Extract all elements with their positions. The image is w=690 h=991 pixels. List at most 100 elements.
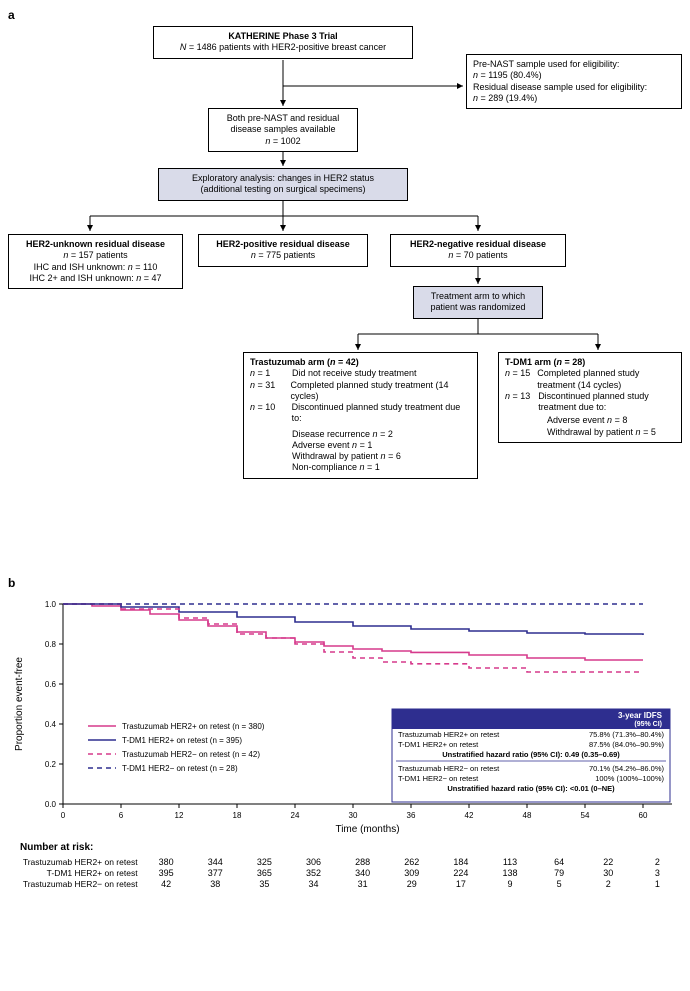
flow-both-l3: = 1002 [270,136,300,146]
flow-neg-p: = 70 patients [453,250,507,260]
flow-tras-d4: Non-compliance n = 1 [292,462,380,472]
risk-cell: 377 [191,868,240,878]
risk-cell: 2 [633,857,682,867]
svg-text:18: 18 [233,811,242,820]
flow-tdm1-r2b: Discontinued planned study treatment due… [538,391,675,414]
risk-cell: 224 [436,868,485,878]
svg-text:60: 60 [639,811,648,820]
flow-both-l2: disease samples available [230,124,335,134]
risk-cell: 5 [535,879,584,889]
flow-unk-b: IHC 2+ and ISH unknown: n = 47 [29,273,161,283]
risk-cell: 1 [633,879,682,889]
flow-unk-t: HER2-unknown residual disease [26,239,165,249]
flow-tras-d1: Disease recurrence n = 2 [292,429,393,439]
svg-text:0.2: 0.2 [45,760,57,769]
risk-cell: 352 [289,868,338,878]
risk-cell: 29 [387,879,436,889]
flow-tdm1-title: T-DM1 arm (n = 28) [505,357,585,367]
svg-text:0.6: 0.6 [45,680,57,689]
risk-cell: 365 [240,868,289,878]
risk-cell: 395 [142,868,191,878]
flow-pos-t: HER2-positive residual disease [216,239,350,249]
svg-text:T-DM1 HER2+ on retest (n = 395: T-DM1 HER2+ on retest (n = 395) [122,736,242,745]
risk-row-label: T-DM1 HER2+ on retest [8,868,142,878]
flow-tras-r1b: Did not receive study treatment [292,368,417,379]
flow-unk-p: = 157 patients [68,250,127,260]
risk-cell: 306 [289,857,338,867]
svg-text:48: 48 [523,811,532,820]
risk-row-label: Trastuzumab HER2− on retest [8,879,142,889]
risk-cell: 113 [485,857,534,867]
svg-text:87.5% (84.0%–90.9%): 87.5% (84.0%–90.9%) [589,740,665,749]
svg-text:Proportion event-free: Proportion event-free [14,657,25,751]
flow-unk-a: IHC and ISH unknown: n = 110 [34,262,158,272]
flow-expl-l1: Exploratory analysis: changes in HER2 st… [192,173,374,183]
svg-text:70.1% (54.2%–86.0%): 70.1% (54.2%–86.0%) [589,764,665,773]
risk-cell: 30 [584,868,633,878]
risk-cell: 380 [142,857,191,867]
svg-text:0: 0 [61,811,66,820]
svg-text:Unstratified hazard ratio (95%: Unstratified hazard ratio (95% CI): <0.0… [447,784,615,793]
svg-text:T-DM1 HER2+ on retest: T-DM1 HER2+ on retest [398,740,479,749]
km-plot: 0.00.20.40.60.81.006121824303642485460Ti… [8,596,682,836]
flow-rand-l1: Treatment arm to which [431,291,525,301]
svg-text:3-year IDFS: 3-year IDFS [618,711,663,720]
flow-pos-p: = 775 patients [256,250,315,260]
flow-rand: Treatment arm to which patient was rando… [413,286,543,319]
flow-rand-l2: patient was randomized [430,302,525,312]
svg-text:(95% CI): (95% CI) [634,721,662,728]
risk-cell: 309 [387,868,436,878]
svg-text:Unstratified hazard ratio (95%: Unstratified hazard ratio (95% CI): 0.49… [442,750,620,759]
risk-cell: 3 [633,868,682,878]
km-svg: 0.00.20.40.60.81.006121824303642485460Ti… [8,596,682,836]
risk-cell: 79 [535,868,584,878]
flow-expl: Exploratory analysis: changes in HER2 st… [158,168,408,201]
svg-text:Trastuzumab HER2+ on retest (n: Trastuzumab HER2+ on retest (n = 380) [122,722,265,731]
risk-cell: 35 [240,879,289,889]
svg-text:0.4: 0.4 [45,720,57,729]
svg-text:Trastuzumab HER2− on retest (n: Trastuzumab HER2− on retest (n = 42) [122,750,260,759]
svg-text:12: 12 [175,811,184,820]
risk-cell: 288 [338,857,387,867]
svg-text:1.0: 1.0 [45,600,57,609]
flow-tras-d2: Adverse event n = 1 [292,440,372,450]
svg-text:6: 6 [119,811,124,820]
risk-row: Trastuzumab HER2+ on retest3803443253062… [8,857,682,867]
risk-cell: 42 [142,879,191,889]
flow-tdm1-d1: Adverse event n = 8 [547,415,627,425]
risk-cell: 34 [289,879,338,889]
risk-cell: 340 [338,868,387,878]
flow-tdm1: T-DM1 arm (n = 28) n = 15Completed plann… [498,352,682,443]
flow-side-l4: = 289 (19.4%) [478,93,537,103]
flowchart: KATHERINE Phase 3 Trial NN = 1486 patien… [8,26,682,576]
svg-text:24: 24 [291,811,300,820]
svg-text:0.0: 0.0 [45,800,57,809]
risk-row-label: Trastuzumab HER2+ on retest [8,857,142,867]
svg-text:42: 42 [465,811,474,820]
flow-both: Both pre-NAST and residual disease sampl… [208,108,358,152]
svg-text:54: 54 [581,811,590,820]
flow-side-l3: Residual disease sample used for eligibi… [473,82,647,92]
flow-top-title: KATHERINE Phase 3 Trial [228,31,337,41]
risk-table: Number at risk: Trastuzumab HER2+ on ret… [8,842,682,889]
risk-cell: 344 [191,857,240,867]
flow-top: KATHERINE Phase 3 Trial NN = 1486 patien… [153,26,413,59]
flow-tdm1-d2: Withdrawal by patient n = 5 [547,427,656,437]
flow-neg-t: HER2-negative residual disease [410,239,546,249]
risk-cell: 31 [338,879,387,889]
risk-cell: 184 [436,857,485,867]
flow-tdm1-r1b: Completed planned study treatment (14 cy… [537,368,675,391]
svg-text:75.8% (71.3%–80.4%): 75.8% (71.3%–80.4%) [589,730,665,739]
flow-expl-l2: (additional testing on surgical specimen… [200,184,365,194]
risk-row: T-DM1 HER2+ on retest3953773653523403092… [8,868,682,878]
flow-side: Pre-NAST sample used for eligibility: n … [466,54,682,109]
svg-text:T-DM1 HER2− on retest: T-DM1 HER2− on retest [398,774,479,783]
risk-cell: 2 [584,879,633,889]
flow-tras-r2b: Completed planned study treatment (14 cy… [290,380,471,403]
flow-tras: Trastuzumab arm (n = 42) n = 1Did not re… [243,352,478,479]
flow-both-l1: Both pre-NAST and residual [227,113,339,123]
risk-header: Number at risk: [20,842,682,853]
flow-side-l1: Pre-NAST sample used for eligibility: [473,59,619,69]
flow-top-sub-vis: = 1486 patients with HER2-positive breas… [189,42,386,52]
svg-text:Trastuzumab HER2+ on retest: Trastuzumab HER2+ on retest [398,730,500,739]
